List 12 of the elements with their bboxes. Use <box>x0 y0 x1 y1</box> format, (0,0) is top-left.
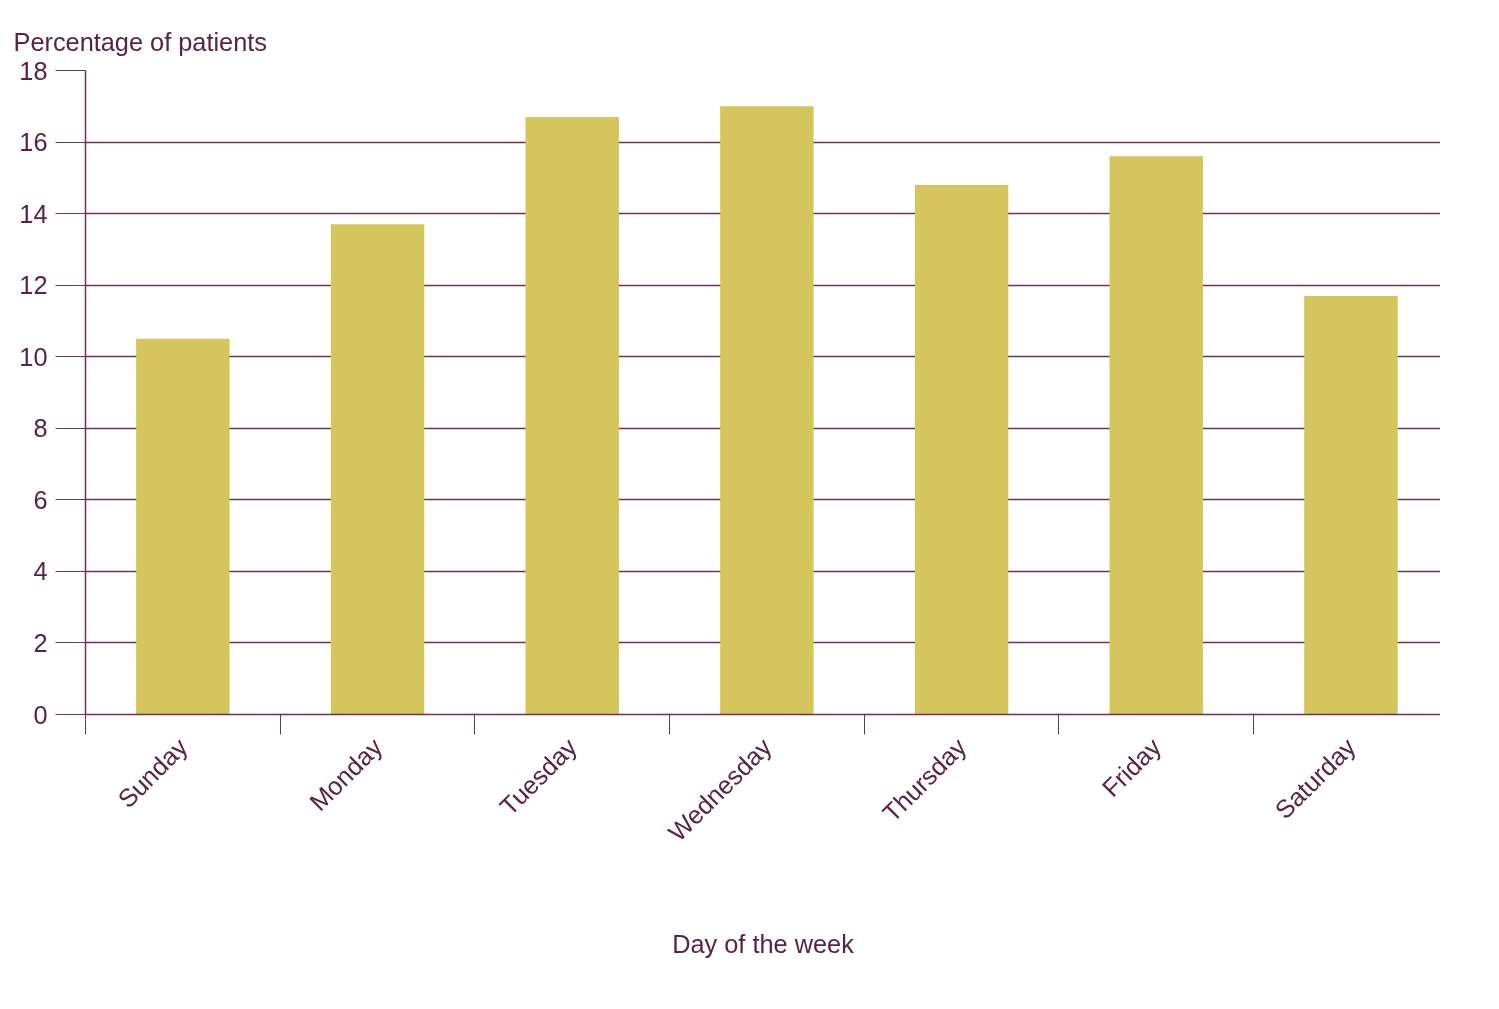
y-tick-label: 14 <box>19 199 48 228</box>
y-tick-label: 18 <box>19 56 48 85</box>
y-tick-label: 8 <box>33 414 48 443</box>
y-tick-label: 12 <box>19 271 48 300</box>
y-tick-label: 16 <box>19 128 48 157</box>
y-tick-label: 6 <box>33 485 48 514</box>
y-tick-label: 10 <box>19 342 48 371</box>
y-axis-title: Percentage of patients <box>13 27 267 56</box>
y-tick-label: 4 <box>33 557 48 586</box>
y-tick-label: 0 <box>33 700 48 729</box>
y-tick-label: 2 <box>33 628 48 657</box>
x-axis-title: Day of the week <box>672 929 855 958</box>
